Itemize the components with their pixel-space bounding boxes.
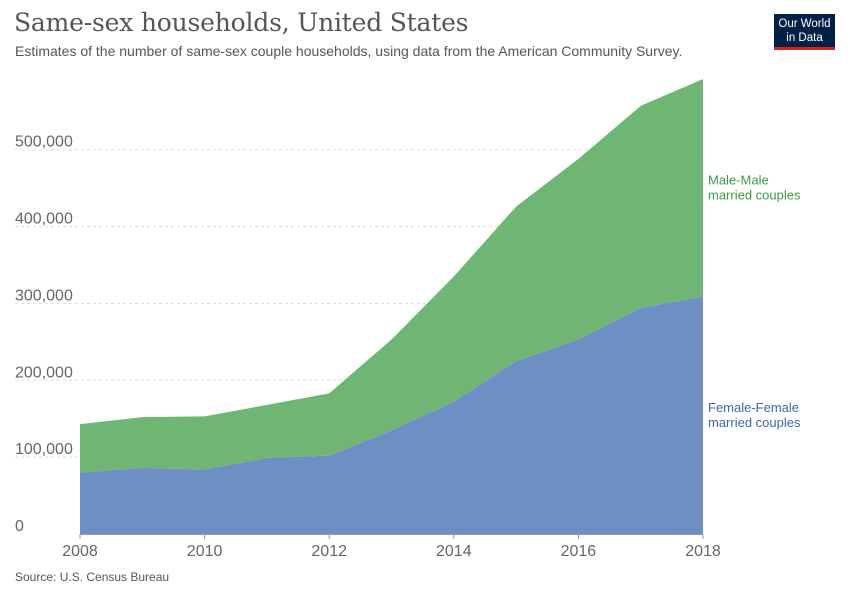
x-tick-label: 2018 xyxy=(685,543,721,560)
x-tick-label: 2012 xyxy=(311,543,347,560)
y-tick-label: 200,000 xyxy=(15,364,73,381)
y-tick-label: 300,000 xyxy=(15,287,73,304)
x-tick-label: 2014 xyxy=(436,543,472,560)
chart-subtitle: Estimates of the number of same-sex coup… xyxy=(15,43,683,59)
x-tick-label: 2016 xyxy=(561,543,597,560)
owid-logo[interactable]: Our World in Data xyxy=(774,14,835,50)
series-label-female-female: Female-Female xyxy=(708,400,799,415)
logo-line-2: in Data xyxy=(786,32,823,44)
series-label-male-male: Male-Male xyxy=(708,172,769,187)
y-tick-label: 400,000 xyxy=(15,211,73,228)
y-tick-label: 0 xyxy=(15,518,24,535)
series-label-male-male: married couples xyxy=(708,187,801,202)
chart-areas xyxy=(80,79,703,534)
x-tick-label: 2008 xyxy=(62,543,98,560)
area-series-male-male xyxy=(80,79,703,473)
chart-title: Same-sex households, United States xyxy=(14,8,469,37)
y-axis: 0 100,000 200,000 300,000 400,000 500,000 xyxy=(15,134,73,535)
area-series-female-female xyxy=(80,296,703,534)
x-tick-label: 2010 xyxy=(187,543,223,560)
x-axis: 2008 2010 2012 2014 2016 2018 xyxy=(62,534,721,560)
y-tick-label: 500,000 xyxy=(15,134,73,151)
y-tick-label: 100,000 xyxy=(15,441,73,458)
source-note: Source: U.S. Census Bureau xyxy=(15,570,170,584)
logo-line-1: Our World xyxy=(778,18,831,30)
series-label-female-female: married couples xyxy=(708,415,801,430)
